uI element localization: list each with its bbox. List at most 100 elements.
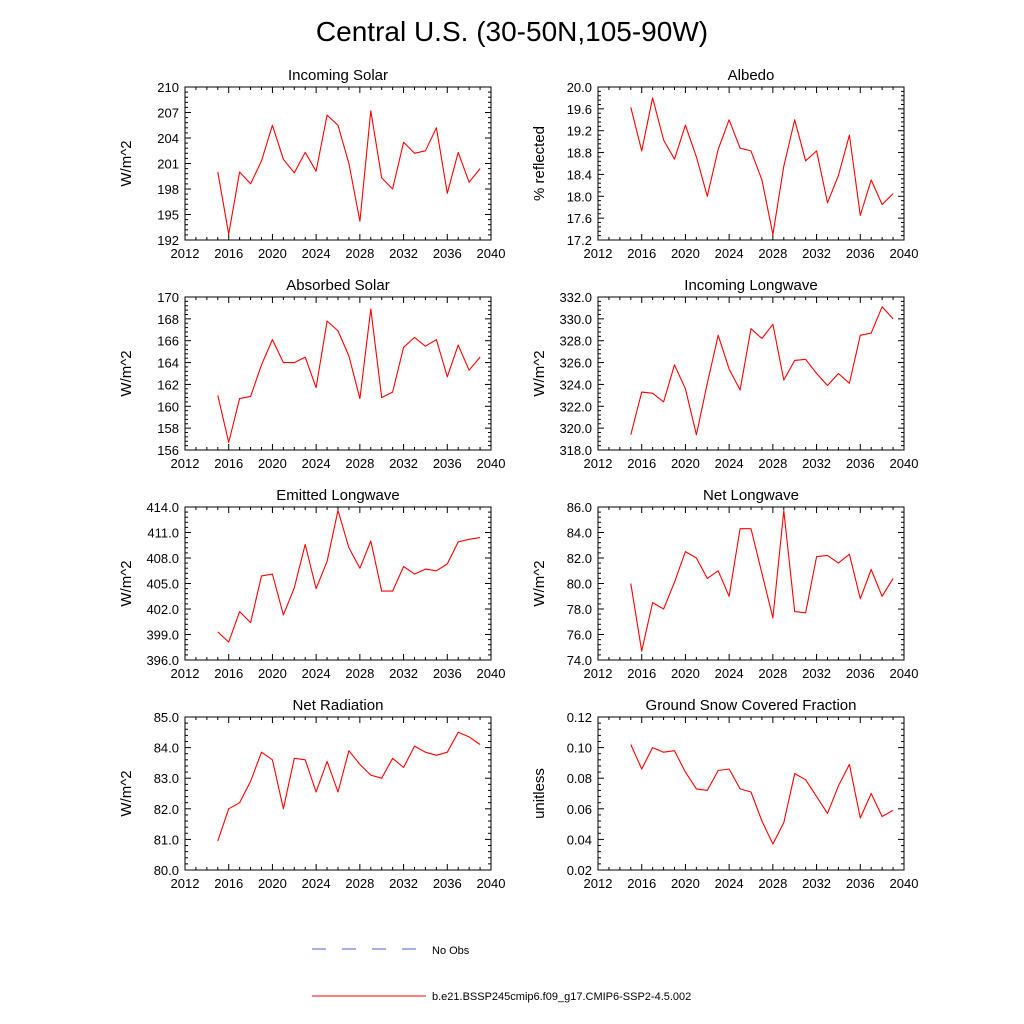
x-tick-label: 2020	[258, 456, 287, 471]
x-tick-label: 2016	[627, 456, 656, 471]
y-tick-label: 405.0	[146, 577, 179, 592]
x-tick-label: 2012	[171, 246, 200, 261]
x-tick-label: 2028	[758, 456, 787, 471]
x-tick-label: 2012	[171, 876, 200, 891]
y-tick-label: 318.0	[559, 443, 592, 458]
x-tick-label: 2012	[584, 456, 613, 471]
x-tick-label: 2040	[890, 456, 919, 471]
y-tick-label: 82.0	[154, 802, 179, 817]
panel-3: Absorbed Solar W/m^2 2012 2016 2020 2024 2028 2…	[118, 277, 505, 471]
x-tick-label: 2040	[477, 246, 506, 261]
x-tick-label: 2036	[846, 246, 875, 261]
y-tick-label: 192	[157, 233, 179, 248]
legend-obs-label: No Obs	[432, 945, 470, 957]
y-tick-label: 18.4	[567, 167, 592, 182]
x-tick-label: 2016	[214, 456, 243, 471]
y-tick-label: 0.02	[567, 863, 592, 878]
y-tick-label: 402.0	[146, 602, 179, 617]
x-tick-label: 2012	[171, 456, 200, 471]
y-tick-label: 207	[157, 106, 179, 121]
panel-4: Incoming Longwave W/m^2 2012 2016 2020 2024 20…	[531, 277, 918, 471]
series-line-model	[217, 509, 481, 643]
y-tick-label: 330.0	[559, 312, 592, 327]
x-tick-label: 2016	[214, 246, 243, 261]
x-tick-label: 2020	[671, 876, 700, 891]
x-tick-label: 2020	[258, 666, 287, 681]
x-tick-label: 2036	[433, 456, 462, 471]
legend-model-label: b.e21.BSSP245cmip6.f09_g17.CMIP6-SSP2-4.…	[432, 991, 691, 1003]
x-tick-label: 2028	[345, 666, 374, 681]
y-tick-label: 85.0	[154, 710, 179, 725]
x-tick-label: 2032	[802, 666, 831, 681]
x-tick-label: 2032	[802, 246, 831, 261]
panel-5: Emitted Longwave W/m^2 2012 2016 2020 2024 202…	[118, 487, 505, 681]
y-tick-label: 166	[157, 334, 179, 349]
legend: No Obs b.e21.BSSP245cmip6.f09_g17.CMIP6-…	[312, 945, 691, 1003]
panel-2: Albedo % reflected 2012 2016 2020 2024 2028 203…	[531, 67, 918, 261]
x-tick-label: 2032	[389, 246, 418, 261]
x-tick-label: 2028	[345, 876, 374, 891]
x-tick-label: 2016	[627, 876, 656, 891]
x-tick-label: 2020	[258, 876, 287, 891]
panel-title: Emitted Longwave	[276, 487, 399, 504]
x-tick-label: 2040	[890, 876, 919, 891]
y-tick-label: 74.0	[567, 653, 592, 668]
x-tick-label: 2032	[389, 666, 418, 681]
y-tick-label: 399.0	[146, 628, 179, 643]
series-line-model	[217, 308, 481, 443]
x-tick-label: 2020	[671, 246, 700, 261]
plot-frame	[184, 86, 492, 241]
x-tick-label: 2028	[758, 246, 787, 261]
series-line-model	[630, 510, 894, 652]
x-tick-label: 2024	[715, 456, 744, 471]
x-tick-label: 2032	[389, 456, 418, 471]
y-tick-label: 0.10	[567, 741, 592, 756]
x-tick-label: 2028	[345, 246, 374, 261]
x-tick-label: 2012	[171, 666, 200, 681]
x-tick-label: 2012	[584, 876, 613, 891]
y-tick-label: 17.6	[567, 211, 592, 226]
x-tick-label: 2012	[584, 246, 613, 261]
y-tick-label: 170	[157, 290, 179, 305]
panel-6: Net Longwave W/m^2 2012 2016 2020 2024 2028 203…	[531, 487, 918, 681]
figure-title: Central U.S. (30-50N,105-90W)	[316, 16, 708, 47]
x-tick-label: 2032	[389, 876, 418, 891]
panel-1: Incoming Solar W/m^2 2012 2016 2020 2024 2028 2…	[118, 67, 505, 261]
x-tick-label: 2016	[627, 666, 656, 681]
x-tick-label: 2020	[671, 666, 700, 681]
y-tick-label: 84.0	[567, 526, 592, 541]
y-tick-label: 81.0	[154, 832, 179, 847]
y-axis-label: unitless	[531, 768, 548, 819]
panel-title: Ground Snow Covered Fraction	[646, 697, 857, 714]
x-tick-label: 2028	[345, 456, 374, 471]
y-axis-label: % reflected	[531, 126, 548, 201]
y-tick-label: 18.0	[567, 189, 592, 204]
x-tick-label: 2024	[715, 666, 744, 681]
y-tick-label: 76.0	[567, 628, 592, 643]
y-tick-label: 160	[157, 399, 179, 414]
y-axis-label: W/m^2	[118, 560, 135, 606]
series-line-model	[630, 744, 894, 845]
x-tick-label: 2032	[802, 456, 831, 471]
panel-8: Ground Snow Covered Fraction unitless 2012…	[531, 697, 918, 891]
plot-frame	[597, 86, 905, 241]
y-tick-label: 408.0	[146, 551, 179, 566]
y-tick-label: 158	[157, 421, 179, 436]
panel-7: Net Radiation W/m^2 2012 2016 2020 2024 2028 20…	[118, 697, 505, 891]
x-tick-label: 2040	[890, 666, 919, 681]
panel-title: Incoming Longwave	[684, 277, 817, 294]
x-tick-label: 2024	[302, 246, 331, 261]
x-tick-label: 2024	[302, 456, 331, 471]
x-tick-label: 2024	[302, 876, 331, 891]
panel-title: Net Radiation	[293, 697, 384, 714]
x-tick-label: 2040	[477, 666, 506, 681]
panels: Incoming Solar W/m^2 2012 2016 2020 2024 2028 2…	[118, 67, 918, 891]
x-tick-label: 2016	[627, 246, 656, 261]
y-tick-label: 20.0	[567, 80, 592, 95]
y-tick-label: 0.12	[567, 710, 592, 725]
y-tick-label: 210	[157, 80, 179, 95]
x-tick-label: 2036	[846, 876, 875, 891]
panel-title: Incoming Solar	[288, 67, 388, 84]
y-tick-label: 82.0	[567, 551, 592, 566]
